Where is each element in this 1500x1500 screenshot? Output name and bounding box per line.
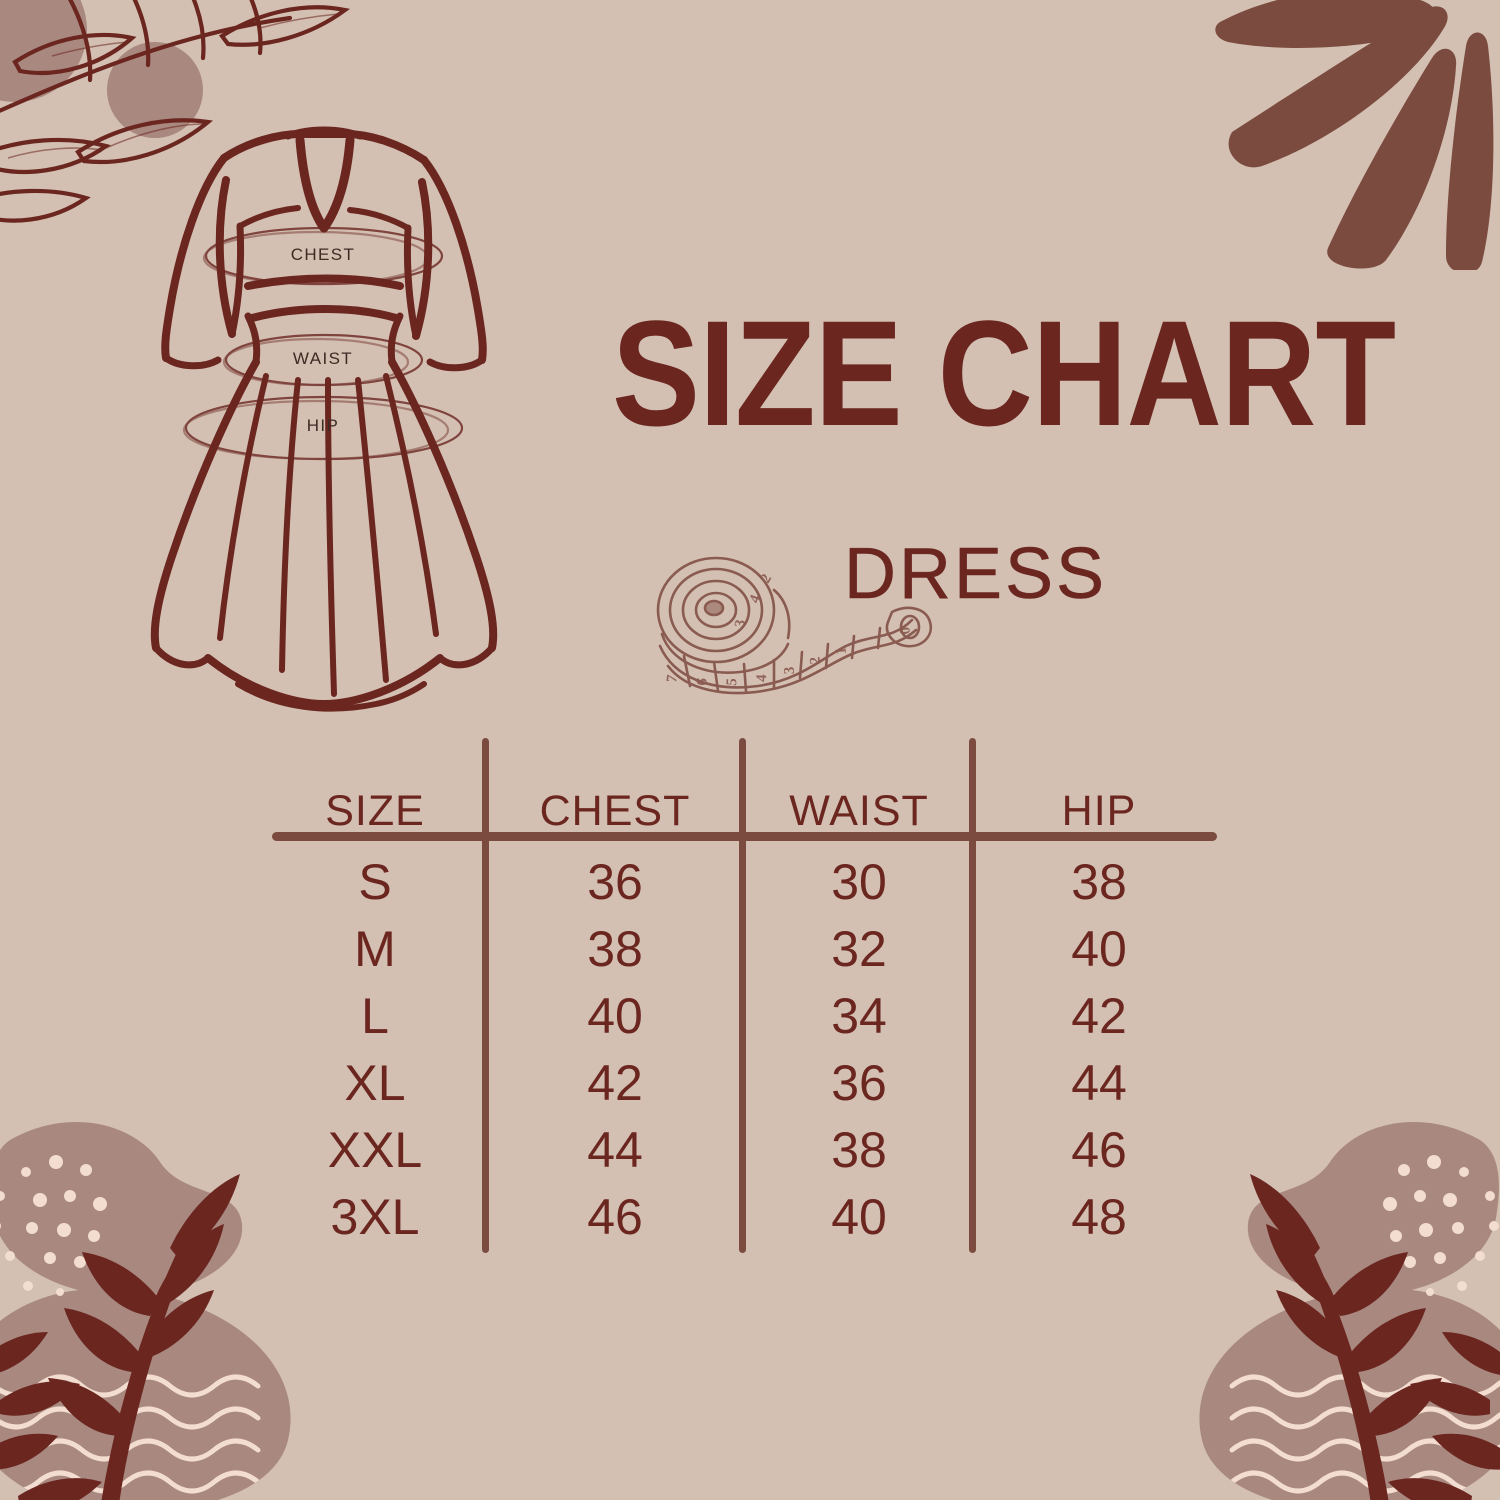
table-body: S 36 30 38 M 38 32 40 L 40 34 42 [264,848,1224,1250]
svg-text:1: 1 [833,646,850,655]
svg-text:0: 0 [897,626,914,635]
cell-chest: 36 [587,853,643,910]
cell-hip: 48 [1071,1188,1127,1245]
column-header-waist: WAIST [789,786,929,835]
cell-waist: 34 [831,987,887,1044]
table-row: XXL 44 38 46 [264,1116,1224,1183]
page-title: SIZE CHART [612,289,1396,457]
dress-label-hip: HIP [306,416,340,435]
dress-illustration: CHEST WAIST HIP [128,118,518,743]
cell-size: XL [344,1054,406,1111]
svg-text:7: 7 [664,673,681,683]
svg-text:2: 2 [808,656,824,665]
cell-hip: 40 [1071,920,1127,977]
cell-hip: 38 [1071,853,1127,910]
cell-waist: 38 [831,1121,887,1178]
cell-hip: 46 [1071,1121,1127,1178]
column-header-hip: HIP [1061,786,1137,835]
cell-size: M [354,920,396,977]
headline-block: SIZE CHART [612,289,1396,695]
svg-text:2: 2 [758,572,776,586]
cell-size: XXL [327,1121,423,1178]
cell-chest: 42 [587,1054,643,1111]
cell-chest: 40 [587,987,643,1044]
column-header-chest: CHEST [539,786,691,835]
svg-text:3: 3 [782,666,798,674]
cell-waist: 36 [831,1054,887,1111]
tape-measure-icon: 7 6 5 4 3 2 1 0 2 4 3 [656,556,933,695]
table-column-rule-2 [739,738,746,1253]
dress-label-waist: WAIST [292,349,354,368]
cell-chest: 38 [587,920,643,977]
table-row: L 40 34 42 [264,982,1224,1049]
cell-size: S [358,853,392,910]
svg-text:4: 4 [754,674,770,683]
page-subtitle: DRESS [844,534,1108,614]
svg-text:6: 6 [694,677,711,687]
cell-waist: 40 [831,1188,887,1245]
table-grid: SIZE CHEST WAIST HIP S 36 30 38 M 38 32 … [264,730,1224,1260]
cell-hip: 44 [1071,1054,1127,1111]
column-header-size: SIZE [325,786,425,835]
tape-measure-illustration: 7 6 5 4 3 2 1 0 2 4 3 [640,538,940,698]
table-row: M 38 32 40 [264,915,1224,982]
decor-top-right-brush-fan [1215,0,1494,270]
table-header-rule [272,832,1217,841]
table-row: XL 42 36 44 [264,1049,1224,1116]
svg-text:3: 3 [732,619,749,629]
cell-hip: 42 [1071,987,1127,1044]
cell-waist: 32 [831,920,887,977]
table-column-rule-1 [482,738,489,1253]
table-row: 3XL 46 40 48 [264,1183,1224,1250]
dress-label-chest: CHEST [290,245,356,264]
dress-line-drawing-svg [150,126,498,712]
cell-chest: 46 [587,1188,643,1245]
cell-size: L [361,987,389,1044]
table-column-rule-3 [969,738,976,1253]
svg-text:5: 5 [724,678,740,687]
table-row: S 36 30 38 [264,848,1224,915]
size-chart-table: SIZE CHEST WAIST HIP S 36 30 38 M 38 32 … [264,730,1224,1260]
cell-chest: 44 [587,1121,643,1178]
cell-waist: 30 [831,853,887,910]
cell-size: 3XL [330,1188,420,1245]
table-header-row: SIZE CHEST WAIST HIP [264,778,1224,844]
